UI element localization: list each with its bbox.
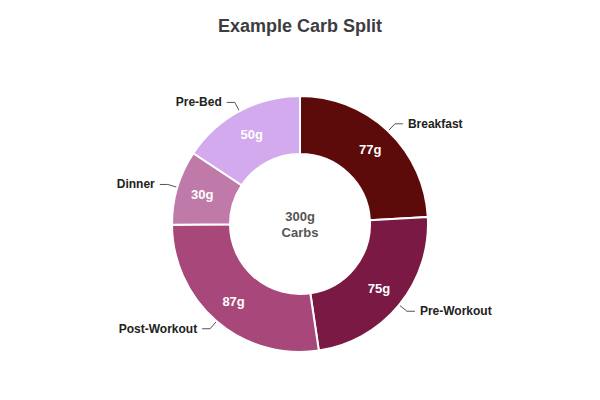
svg-text:75g: 75g — [368, 281, 390, 296]
svg-text:Post-Workout: Post-Workout — [119, 322, 197, 336]
svg-text:300g: 300g — [285, 209, 315, 224]
svg-text:Breakfast: Breakfast — [408, 117, 463, 131]
svg-text:77g: 77g — [359, 142, 381, 157]
svg-text:Example Carb Split: Example Carb Split — [218, 16, 382, 36]
svg-text:Pre-Bed: Pre-Bed — [176, 95, 222, 109]
svg-text:Pre-Workout: Pre-Workout — [420, 304, 492, 318]
svg-text:Dinner: Dinner — [117, 177, 155, 191]
svg-text:50g: 50g — [241, 127, 263, 142]
svg-text:30g: 30g — [191, 187, 213, 202]
svg-text:87g: 87g — [222, 294, 244, 309]
svg-text:Carbs: Carbs — [282, 225, 319, 240]
